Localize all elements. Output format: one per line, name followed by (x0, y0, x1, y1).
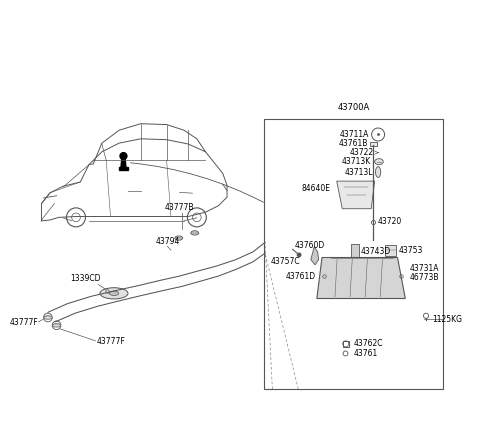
Text: 43762C: 43762C (353, 339, 383, 348)
Text: 43760D: 43760D (295, 241, 325, 250)
Text: 43713L: 43713L (345, 168, 373, 177)
Polygon shape (311, 247, 319, 265)
Bar (119, 167, 128, 170)
Ellipse shape (375, 158, 384, 165)
Text: 43794: 43794 (156, 237, 180, 246)
Text: 43720: 43720 (378, 217, 402, 226)
Bar (384, 245, 396, 256)
Ellipse shape (100, 288, 128, 299)
Text: 43722: 43722 (349, 148, 374, 157)
Text: 43757C: 43757C (271, 257, 300, 266)
Text: 43777B: 43777B (165, 203, 194, 212)
Polygon shape (336, 181, 375, 209)
Bar (371, 142, 377, 146)
Text: 46773B: 46773B (409, 273, 439, 282)
Ellipse shape (375, 167, 381, 178)
Circle shape (120, 152, 127, 159)
Text: 43743D: 43743D (360, 246, 391, 255)
Text: 84640E: 84640E (301, 184, 331, 193)
Text: 43731A: 43731A (409, 264, 439, 273)
Text: 1125KG: 1125KG (432, 315, 462, 324)
Text: 1339CD: 1339CD (71, 274, 101, 283)
Text: 43713K: 43713K (342, 157, 371, 166)
Text: 43761D: 43761D (285, 272, 315, 281)
Text: 43777F: 43777F (9, 318, 38, 327)
Ellipse shape (175, 236, 182, 240)
Text: 43761: 43761 (353, 349, 378, 358)
Ellipse shape (191, 231, 199, 235)
Bar (264, 120, 443, 389)
Text: 43777F: 43777F (96, 337, 125, 346)
Text: 43761B: 43761B (338, 139, 368, 149)
Polygon shape (317, 258, 405, 298)
Text: 43753: 43753 (399, 246, 423, 255)
Ellipse shape (109, 291, 119, 295)
Polygon shape (121, 159, 126, 168)
Text: 43711A: 43711A (339, 130, 369, 139)
Text: 43700A: 43700A (337, 103, 370, 112)
Polygon shape (351, 244, 359, 260)
Circle shape (298, 253, 301, 257)
